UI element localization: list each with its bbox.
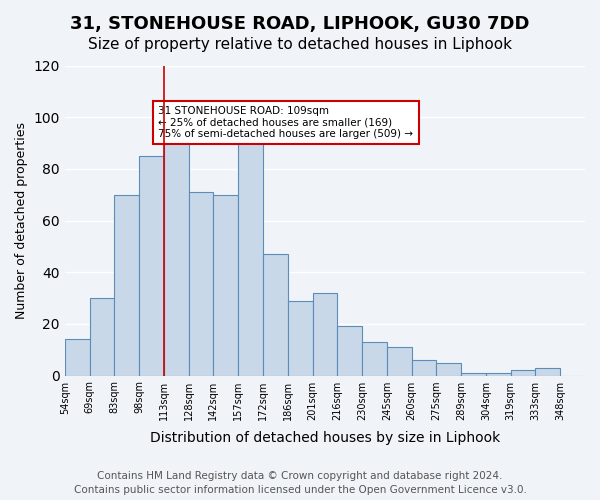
Bar	[362, 342, 387, 376]
Bar	[263, 254, 288, 376]
Bar	[313, 293, 337, 376]
Text: Contains HM Land Registry data © Crown copyright and database right 2024.
Contai: Contains HM Land Registry data © Crown c…	[74, 471, 526, 495]
Bar	[486, 373, 511, 376]
Bar	[412, 360, 436, 376]
Bar	[238, 143, 263, 376]
Text: 31 STONEHOUSE ROAD: 109sqm
← 25% of detached houses are smaller (169)
75% of sem: 31 STONEHOUSE ROAD: 109sqm ← 25% of deta…	[158, 106, 413, 139]
Bar	[188, 192, 214, 376]
Bar	[387, 347, 412, 376]
Y-axis label: Number of detached properties: Number of detached properties	[15, 122, 28, 319]
Bar	[461, 373, 486, 376]
Bar	[535, 368, 560, 376]
Bar	[139, 156, 164, 376]
Bar	[89, 298, 115, 376]
Bar	[436, 362, 461, 376]
Bar	[164, 140, 188, 376]
Bar	[214, 194, 238, 376]
Text: 31, STONEHOUSE ROAD, LIPHOOK, GU30 7DD: 31, STONEHOUSE ROAD, LIPHOOK, GU30 7DD	[70, 15, 530, 33]
Bar	[288, 300, 313, 376]
Bar	[511, 370, 535, 376]
Text: Size of property relative to detached houses in Liphook: Size of property relative to detached ho…	[88, 38, 512, 52]
X-axis label: Distribution of detached houses by size in Liphook: Distribution of detached houses by size …	[150, 431, 500, 445]
Bar	[65, 340, 89, 376]
Bar	[115, 194, 139, 376]
Bar	[337, 326, 362, 376]
